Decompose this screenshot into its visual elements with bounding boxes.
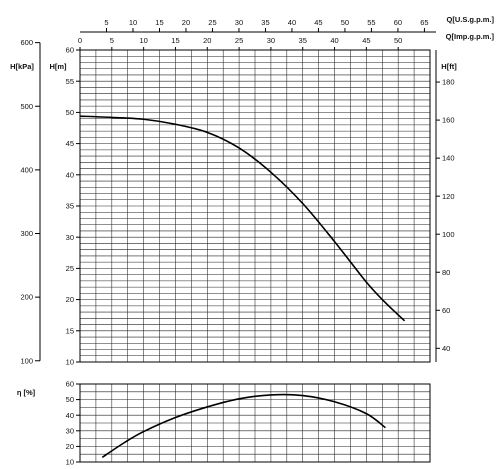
usgpm-tick-label: 50 [341,18,349,27]
usgpm-tick-label: 20 [182,18,190,27]
head-panel [79,49,431,363]
head-ft-tick-label: 100 [442,230,455,239]
efficiency-tick-label: 20 [66,442,74,451]
efficiency-tick-label: 40 [66,411,74,420]
usgpm-tick-label: 35 [261,18,269,27]
impgpm-axis-label: Q[Imp.g.p.m.] [446,32,495,41]
head-kpa-axis-label: H[kPa] [10,62,34,71]
efficiency-curve-line [101,393,386,458]
impgpm-tick-label: 20 [203,36,211,45]
head-ft-tick-label: 60 [442,306,450,315]
head-ft-tick-label: 40 [442,344,450,353]
usgpm-tick-label: 15 [155,18,163,27]
impgpm-tick-label: 5 [110,36,114,45]
usgpm-axis-label: Q[U.S.g.p.m.] [447,15,495,24]
impgpm-tick-label: 50 [394,36,402,45]
usgpm-tick-label: 5 [104,18,108,27]
impgpm-tick-label: 0 [78,36,82,45]
head-m-tick-label: 45 [66,139,74,148]
impgpm-tick-label: 40 [330,36,338,45]
head-m-tick-label: 20 [66,295,74,304]
head-m-tick-label: 35 [66,202,74,211]
head-m-tick-label: 55 [66,77,74,86]
head-kpa-tick-label: 100 [20,356,33,365]
efficiency-tick-label: 60 [66,380,74,389]
head-kpa-tick-label: 400 [20,165,33,174]
head-curve-line [79,115,406,322]
efficiency-axis-label: η [%] [17,388,36,397]
efficiency-panel [79,383,431,463]
head-ft-tick-label: 80 [442,268,450,277]
head-kpa-tick-label: 200 [20,293,33,302]
head-m-tick-label: 15 [66,326,74,335]
usgpm-tick-label: 40 [288,18,296,27]
impgpm-tick-label: 15 [171,36,179,45]
impgpm-tick-label: 45 [362,36,370,45]
head-ft-axis-label: H[ft] [441,62,457,71]
impgpm-tick-label: 25 [235,36,243,45]
head-m-tick-label: 50 [66,108,74,117]
impgpm-tick-label: 35 [299,36,307,45]
head-ft-tick-label: 120 [442,192,455,201]
usgpm-tick-label: 65 [420,18,428,27]
usgpm-tick-label: 45 [314,18,322,27]
axes-layer: 5 10 15 20 25 30 35 40 45 50 55 60 65 Q[U.S.g.p.m.]0 5… [10,15,494,467]
head-m-axis-label: H[m] [49,62,67,71]
efficiency-tick-label: 30 [66,426,74,435]
usgpm-tick-label: 60 [394,18,402,27]
usgpm-tick-label: 10 [129,18,137,27]
efficiency-tick-label: 10 [66,458,74,467]
usgpm-tick-label: 25 [208,18,216,27]
usgpm-tick-label: 55 [367,18,375,27]
head-ft-tick-label: 140 [442,154,455,163]
head-m-tick-label: 60 [66,46,74,55]
usgpm-tick-label: 30 [235,18,243,27]
head-ft-tick-label: 160 [442,116,455,125]
head-kpa-tick-label: 500 [20,102,33,111]
efficiency-plot-frame [79,383,431,463]
head-m-tick-label: 10 [66,358,74,367]
head-m-tick-label: 30 [66,233,74,242]
efficiency-tick-label: 50 [66,395,74,404]
head-kpa-tick-label: 300 [20,229,33,238]
impgpm-tick-label: 30 [267,36,275,45]
head-m-tick-label: 40 [66,170,74,179]
head-m-tick-label: 25 [66,264,74,273]
head-kpa-tick-label: 600 [20,38,33,47]
impgpm-tick-label: 10 [139,36,147,45]
head-ft-tick-label: 180 [442,78,455,87]
